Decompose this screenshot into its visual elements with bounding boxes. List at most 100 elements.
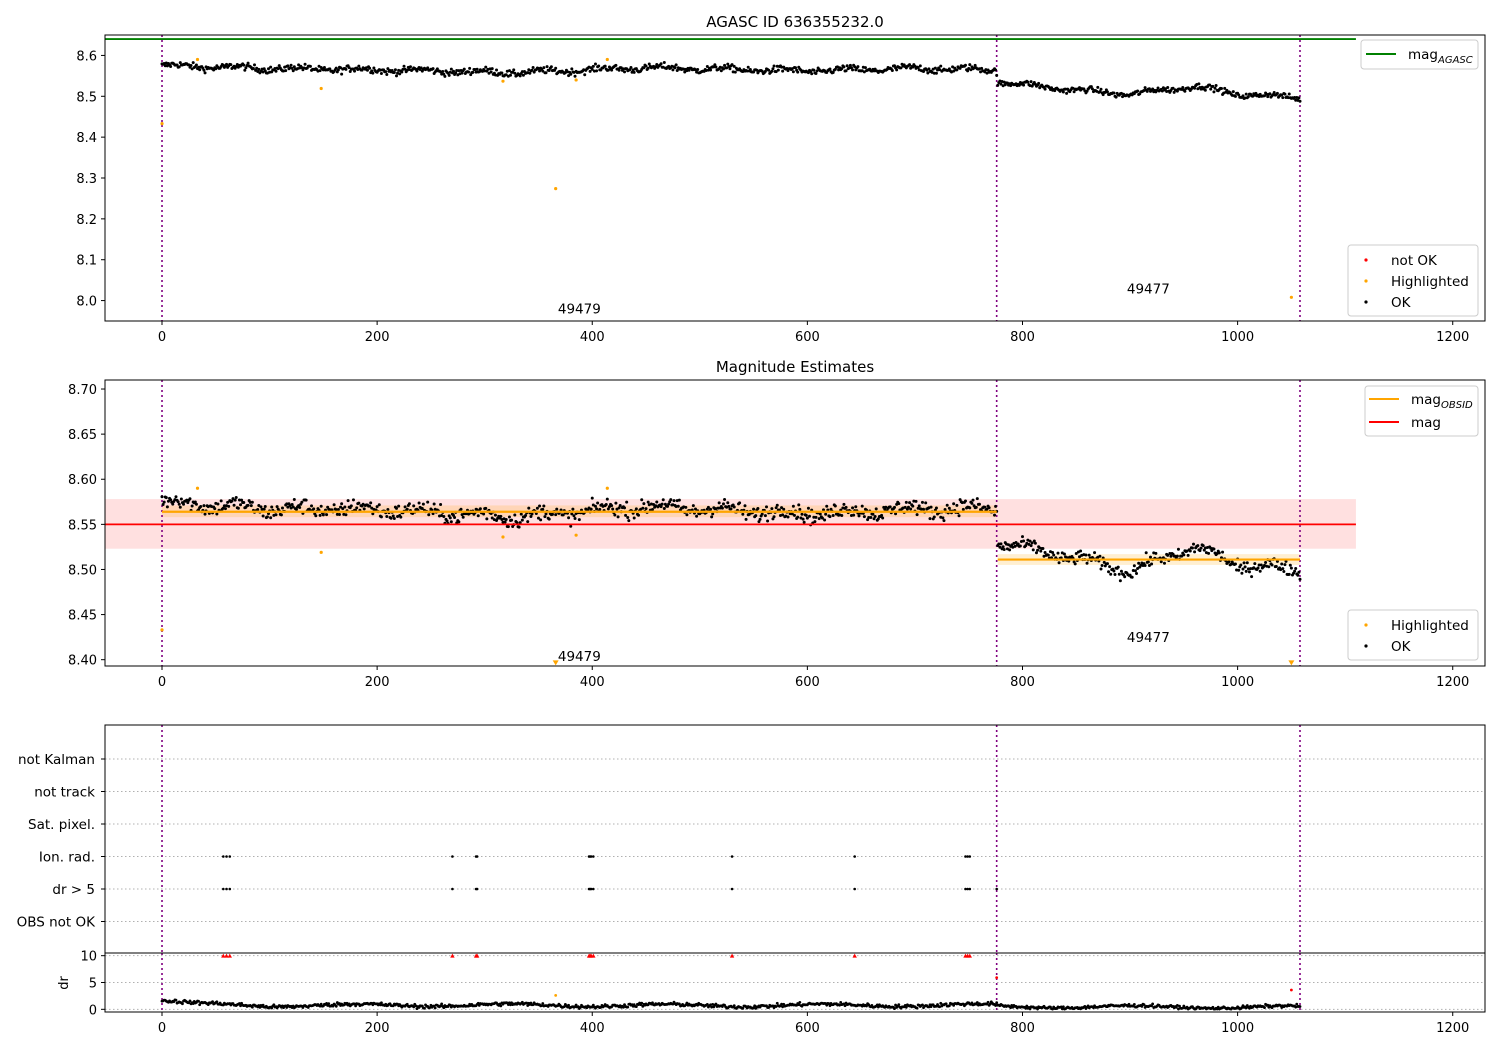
p2-point-ok	[1107, 570, 1111, 574]
p2-point-ok	[230, 499, 234, 503]
p1-point-ok	[844, 69, 848, 73]
p4-point-ok	[442, 1006, 446, 1010]
p2-point-ok	[219, 499, 223, 503]
p4-point-ok	[944, 1002, 948, 1006]
p1-point-ok	[1043, 87, 1047, 91]
p1-point-ok	[630, 70, 634, 74]
p2-point-ok	[270, 505, 274, 509]
p2-point-ok	[186, 501, 190, 505]
p4-point-ok	[378, 1003, 382, 1007]
p1-point-ok	[980, 66, 984, 70]
p1-point-ok	[730, 63, 734, 67]
p2-point-ok	[957, 514, 961, 518]
p1-point-ok	[253, 63, 257, 67]
p2-point-ok	[1135, 572, 1139, 576]
p2-point-ok	[506, 525, 510, 529]
p1-point-ok	[1213, 86, 1217, 90]
p2-obsid-label: 49477	[1127, 630, 1170, 646]
p2-point-ok	[919, 507, 923, 511]
p1-point-ok	[203, 71, 207, 75]
p2-point-ok	[513, 513, 517, 517]
p4-xtick-label: 1000	[1221, 1021, 1254, 1036]
p3-category-label: Ion. rad.	[39, 850, 95, 866]
p2-point-ok	[970, 501, 974, 505]
p4-point-ok	[710, 1005, 714, 1009]
p4-point-ok	[1083, 1004, 1087, 1008]
p2-point-ok	[758, 517, 762, 521]
p1-point-ok	[1212, 90, 1216, 94]
p3-flag-marker	[451, 855, 454, 858]
p4-point-ok	[541, 1002, 545, 1005]
p1-point-ok	[291, 69, 295, 73]
p1-point-ok	[554, 66, 558, 70]
p3-category-label: Sat. pixel.	[28, 817, 95, 833]
p2-point-ok	[453, 515, 457, 519]
p1-point-ok	[629, 66, 633, 70]
p2-axes-frame	[104, 379, 1486, 667]
p2-point-ok	[227, 504, 231, 508]
p2-point-ok	[971, 498, 975, 502]
p2-xtick-label: 1200	[1436, 675, 1469, 690]
p1-point-ok	[614, 63, 618, 67]
p2-point-ok	[265, 515, 269, 519]
p1-point-ok	[673, 66, 677, 70]
p1-point-ok	[983, 70, 987, 74]
p2-point-ok	[741, 512, 745, 516]
p1-point-ok	[471, 70, 475, 74]
p2-point-ok	[394, 506, 398, 510]
p2-point-ok	[752, 507, 756, 511]
p2-point-ok	[237, 498, 241, 502]
p2-point-ok	[1154, 551, 1158, 555]
p2-point-ok	[385, 515, 389, 519]
p1-point-ok	[781, 69, 785, 73]
p1-point-ok	[1237, 93, 1241, 97]
p2-point-ok	[314, 514, 318, 518]
p1-ytick-label: 8.6	[76, 49, 97, 64]
p2-point-ok	[963, 499, 967, 503]
p1-point-ok	[225, 62, 229, 66]
p1-point-ok	[810, 72, 814, 76]
p2-point-ok	[857, 514, 861, 518]
p3-flag-marker	[589, 855, 593, 858]
p2-point-ok	[983, 505, 987, 509]
p1-point-ok	[1096, 85, 1100, 89]
p2-point-ok	[561, 513, 565, 517]
p2-point-ok	[880, 513, 884, 517]
p2-point-ok	[280, 506, 284, 510]
p2-point-ok	[177, 502, 181, 506]
p3-flag-marker	[475, 855, 479, 858]
p2-point-ok	[499, 514, 503, 518]
p2-point-ok	[800, 512, 804, 516]
p1-point-ok	[709, 68, 713, 72]
p4-point-ok	[774, 1005, 778, 1008]
p1-point-ok	[1112, 91, 1116, 95]
p2-point-ok	[720, 506, 724, 510]
p3-flag-marker	[966, 855, 969, 858]
p2-point-ok	[484, 506, 488, 510]
p4-point-ok	[714, 1002, 718, 1006]
p2-point-ok	[1137, 561, 1141, 565]
p1-point-ok	[513, 71, 517, 75]
p2-point-ok	[193, 500, 197, 504]
p1-point-ok	[542, 66, 546, 70]
p4-clipped-marker	[221, 953, 226, 958]
p2-point-ok	[1130, 575, 1134, 579]
p1-point-ok	[504, 73, 508, 77]
p1-point-ok	[1263, 94, 1267, 98]
p1-point-highlighted	[605, 57, 609, 62]
p1-point-ok	[528, 71, 532, 75]
p2-point-ok	[862, 515, 866, 519]
p2-point-ok	[266, 512, 270, 516]
p2-point-ok	[1258, 569, 1262, 573]
p2-point-ok	[915, 513, 919, 517]
p2-point-ok	[596, 501, 600, 505]
p4-point-ok	[986, 1000, 990, 1004]
p1-point-ok	[163, 64, 167, 68]
p1-point-ok	[934, 71, 938, 75]
p2-point-ok	[1201, 544, 1205, 548]
p4-point-ok	[440, 1002, 444, 1006]
p1-point-ok	[392, 70, 396, 74]
p2-point-ok	[1237, 568, 1241, 572]
p2-ytick-label: 8.55	[68, 518, 97, 533]
p2-point-ok	[336, 507, 340, 511]
